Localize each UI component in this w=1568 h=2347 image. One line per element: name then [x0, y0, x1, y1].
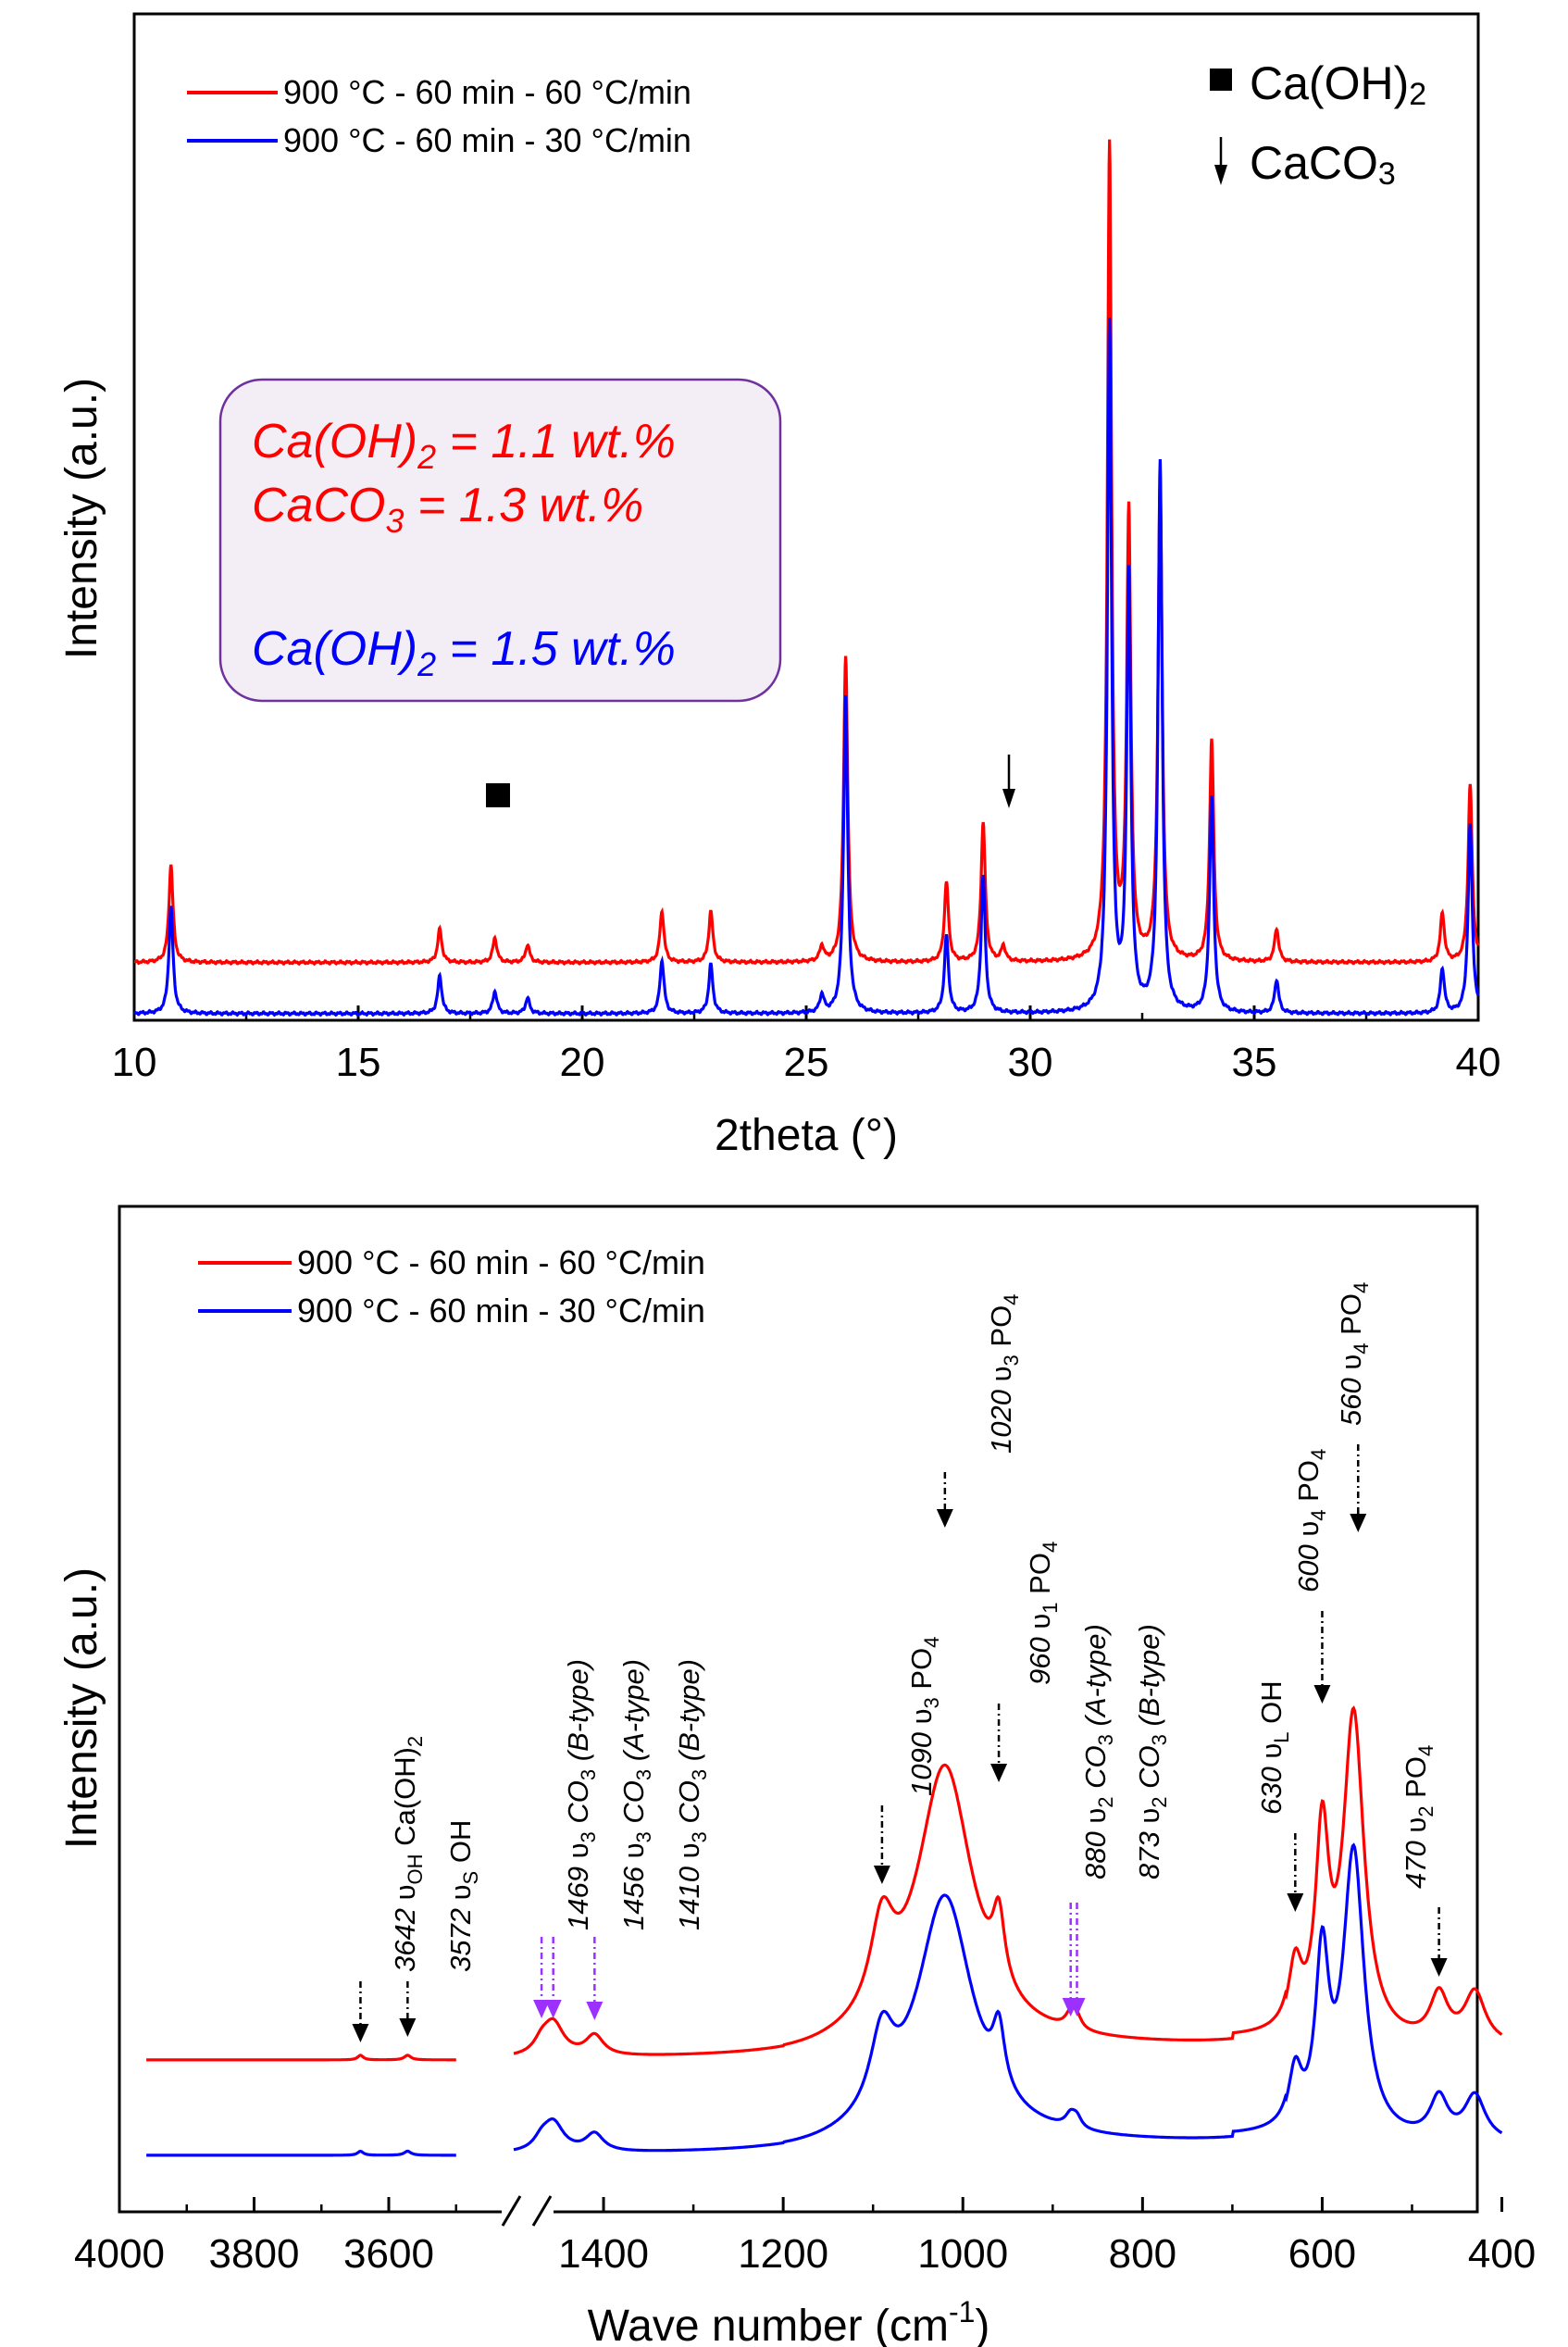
xrd-x-tick-label: 20: [560, 1040, 605, 1085]
ftir-legend-label-60: 900 °C - 60 min - 60 °C/min: [297, 1243, 705, 1281]
wt-annotation-box: [218, 378, 782, 703]
band-arrow-head-icon: [352, 2024, 369, 2042]
xrd-series-lines: [133, 139, 1480, 1017]
xrd-x-tick-label: 15: [336, 1040, 381, 1085]
xrd-x-tick-label: 25: [784, 1040, 829, 1085]
ftir-x-axis-title: Wave number (cm-1): [588, 2295, 990, 2347]
arrow-marker-head-icon: [1214, 165, 1227, 185]
band-label-960: 960 υ1 PO4: [1024, 1542, 1062, 1685]
ftir-x-tick-label: 3600: [343, 2231, 434, 2277]
ftir-x-ticks: 4000 3800 3600 1400 1200 1000 800 600 400: [74, 2197, 1536, 2277]
band-arrow-head-icon: [936, 1509, 953, 1528]
caoh2-peak-marker-icon: [486, 783, 510, 807]
phase-legend-caco3: CaCO3: [1250, 137, 1396, 192]
ftir-legend-label-30: 900 °C - 60 min - 30 °C/min: [297, 1292, 705, 1330]
band-arrow-head-icon: [399, 2018, 417, 2037]
ftir-x-tick-label: 3800: [209, 2231, 300, 2277]
ftir-x-tick-label: 800: [1109, 2231, 1176, 2277]
xrd-x-ticks: 10 15 20 25 30 35 40: [112, 1005, 1501, 1085]
xrd-x-tick-label: 30: [1008, 1040, 1053, 1085]
wt-caoh2-30: Ca(OH)2 = 1.5 wt.%: [252, 622, 676, 683]
band-arrow-head-icon: [1350, 1514, 1367, 1532]
ftir-band-annotations: 3642 υOH Ca(OH)2 3572 υS OH 1469 υ3 CO3 (B…: [352, 1282, 1448, 2042]
band-label-1020: 1020 υ3 PO4: [985, 1294, 1023, 1454]
band-label-880: 880 υ2 CO3 (A-type): [1079, 1624, 1117, 1879]
xrd-x-tick-label: 35: [1232, 1040, 1277, 1085]
ftir-axis-break-mark: [501, 2195, 522, 2227]
square-marker-icon: [1210, 69, 1232, 91]
ftir-legend: 900 °C - 60 min - 60 °C/min 900 °C - 60 …: [198, 1243, 705, 1330]
xrd-series-line-30: [133, 318, 1480, 1017]
ftir-x-tick-label: 600: [1288, 2231, 1356, 2277]
band-arrow-head-icon: [873, 1866, 890, 1884]
band-label-1410: 1410 υ3 CO3 (B-type): [673, 1659, 711, 1930]
xrd-chart: 10 15 20 25 30 35 40 2theta (°) Intensity (a.u…: [57, 12, 1501, 1160]
band-arrow-head-icon: [1287, 1893, 1304, 1912]
ftir-series-line-60: [513, 1705, 1503, 2056]
xrd-legend-label-60: 900 °C - 60 min - 60 °C/min: [283, 73, 691, 111]
band-label-3642: 3642 υOH Ca(OH)2: [389, 1736, 427, 1972]
ftir-chart: 4000 3800 3600 1400 1200 1000 800 600 400 Wave n…: [57, 1205, 1536, 2347]
band-arrow-head-icon: [544, 2000, 562, 2018]
ftir-axis-break-mark: [531, 2195, 553, 2227]
ftir-series-lines: [146, 1705, 1503, 2157]
band-label-560: 560 υ4 PO4: [1335, 1282, 1373, 1426]
ftir-plot-frame: [118, 1205, 1479, 2214]
band-label-630: 630 υL OH: [1255, 1680, 1293, 1815]
wt-caco3-60: CaCO3 = 1.3 wt.%: [252, 479, 643, 540]
band-label-3572: 3572 υS OH: [444, 1820, 482, 1972]
ftir-x-tick-label: 1400: [558, 2231, 649, 2277]
ftir-x-tick-label: 1200: [738, 2231, 828, 2277]
ftir-series-line-30: [146, 2149, 456, 2157]
xrd-legend: 900 °C - 60 min - 60 °C/min 900 °C - 60 …: [187, 73, 691, 159]
band-arrow-head-icon: [990, 1764, 1008, 1782]
xrd-x-axis-title: 2theta (°): [715, 1111, 898, 1160]
band-arrow-head-icon: [1430, 1958, 1448, 1977]
xrd-x-tick-label: 10: [112, 1040, 157, 1085]
ftir-y-axis-title: Intensity (a.u.): [57, 1567, 106, 1849]
band-label-1456: 1456 υ3 CO3 (A-type): [617, 1659, 655, 1930]
band-label-1469: 1469 υ3 CO3 (B-type): [562, 1659, 600, 1930]
band-arrow-head-icon: [533, 2000, 551, 2018]
xrd-legend-label-30: 900 °C - 60 min - 30 °C/min: [283, 121, 691, 159]
band-label-600: 600 υ4 PO4: [1292, 1449, 1330, 1592]
xrd-x-tick-label: 40: [1456, 1040, 1501, 1085]
wt-caoh2-60: Ca(OH)2 = 1.1 wt.%: [252, 415, 676, 476]
band-arrow-head-icon: [1068, 1998, 1086, 2016]
band-label-873: 873 υ2 CO3 (B-type): [1133, 1624, 1171, 1879]
ftir-x-tick-label: 4000: [74, 2231, 165, 2277]
caco3-peak-arrow-head-icon: [1002, 789, 1015, 808]
xrd-series-line-60: [133, 139, 1480, 967]
band-arrow-head-icon: [1313, 1685, 1331, 1704]
phase-legend-caoh2: Ca(OH)2: [1250, 57, 1426, 112]
band-label-1090: 1090 υ3 PO4: [905, 1637, 943, 1796]
ftir-series-line-60: [146, 2054, 456, 2062]
ftir-x-tick-label: 1000: [917, 2231, 1008, 2277]
band-label-470: 470 υ2 PO4: [1400, 1745, 1437, 1889]
ftir-x-tick-label: 400: [1468, 2231, 1536, 2277]
xrd-y-axis-title: Intensity (a.u.): [57, 378, 106, 659]
band-arrow-head-icon: [586, 2002, 604, 2020]
xrd-phase-legend: Ca(OH)2 CaCO3: [1210, 57, 1426, 192]
ftir-series-line-30: [513, 1842, 1503, 2153]
